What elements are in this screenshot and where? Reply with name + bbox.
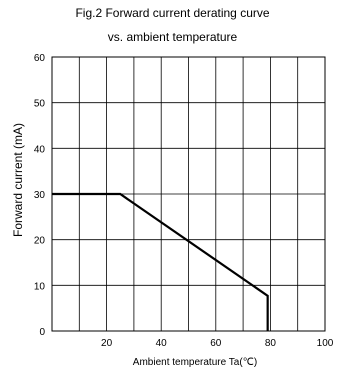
grid-lines: [52, 57, 325, 331]
x-tick-label: 80: [265, 338, 277, 349]
y-tick-label: 10: [34, 281, 46, 292]
x-axis-label: Ambient temperature Ta(℃): [133, 357, 257, 368]
y-tick-label: 40: [34, 144, 46, 155]
y-tick-label: 0: [39, 327, 45, 338]
y-tick-label: 60: [34, 53, 46, 64]
y-axis-label: Forward current (mA): [11, 123, 25, 237]
x-tick-label: 20: [101, 338, 113, 349]
x-tick-label: 60: [210, 338, 222, 349]
series-group: [52, 192, 269, 331]
y-tick-labels: 0 10 20 30 40 50 60: [34, 53, 46, 338]
x-tick-label: 100: [317, 338, 334, 349]
chart-title-line-1: Fig.2 Forward current derating curve: [75, 6, 270, 20]
y-tick-label: 50: [34, 99, 46, 110]
derating-curve-line: [52, 192, 269, 331]
y-tick-label: 20: [34, 236, 46, 247]
y-tick-label: 30: [34, 190, 46, 201]
x-tick-label: 40: [156, 338, 168, 349]
chart-title-line-2: vs. ambient temperature: [107, 30, 238, 44]
x-tick-labels: 20 40 60 80 100: [101, 338, 334, 349]
